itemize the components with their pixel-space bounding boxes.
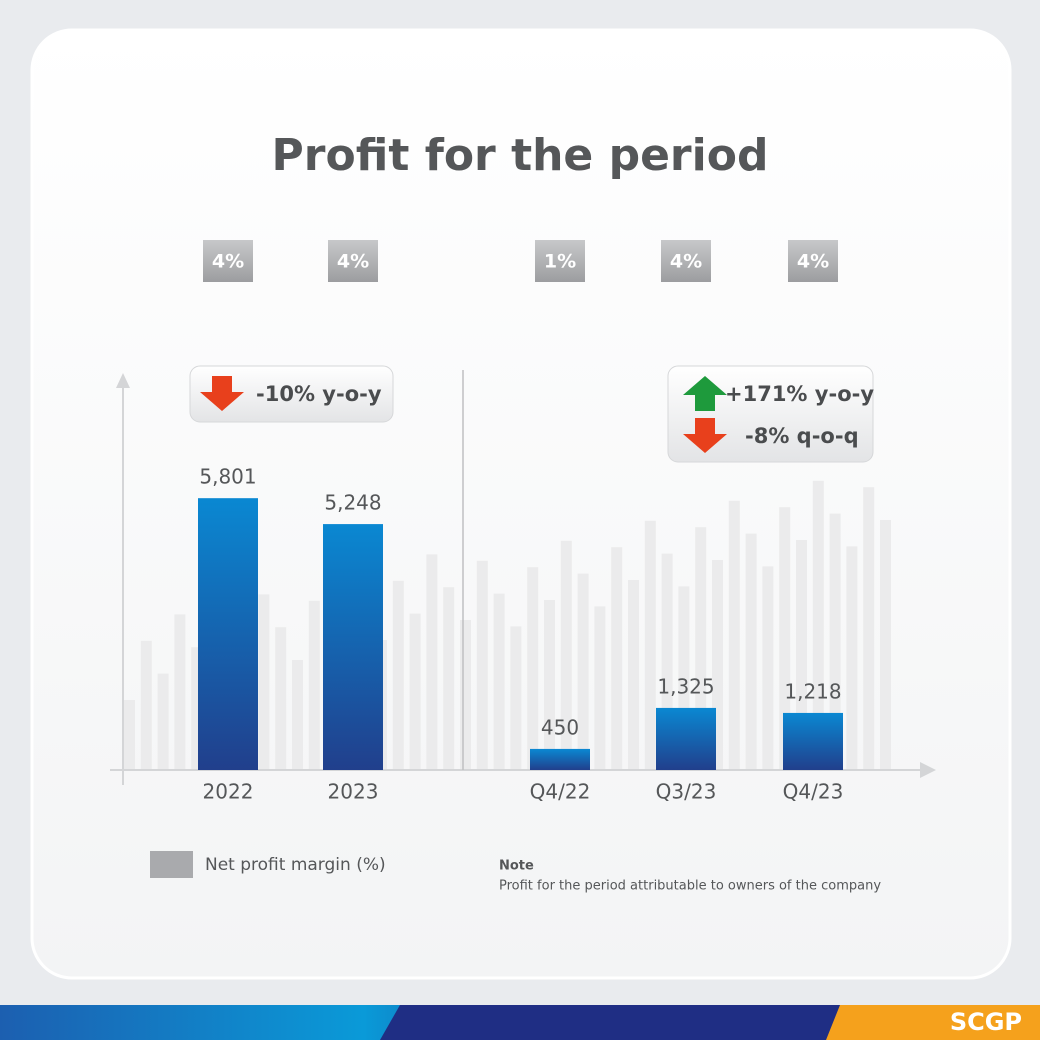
chart-title: Profit for the period bbox=[272, 130, 769, 181]
decorative-bar bbox=[644, 520, 656, 770]
up-arrow bbox=[683, 376, 727, 411]
annotation-box bbox=[189, 365, 394, 423]
note-text: Profit for the period attributable to ow… bbox=[499, 879, 881, 894]
decorative-bar bbox=[426, 554, 438, 770]
decorative-bar bbox=[577, 573, 589, 770]
decorative-bar bbox=[527, 567, 539, 770]
decorative-bar bbox=[712, 560, 723, 770]
brand: SCGP bbox=[950, 1008, 1022, 1036]
bar bbox=[530, 748, 590, 770]
decorative-bar bbox=[829, 513, 841, 770]
decorative-bar bbox=[191, 647, 203, 770]
value-label: 5,248 bbox=[324, 491, 381, 515]
decorative-bar bbox=[409, 613, 421, 770]
value-label: 5,801 bbox=[199, 465, 256, 489]
margin-label: 4% bbox=[337, 251, 369, 273]
decorative-bar bbox=[594, 606, 606, 770]
decorative-bar bbox=[560, 540, 572, 770]
decorative-bar bbox=[460, 620, 471, 770]
decorative-bar bbox=[493, 593, 505, 770]
value-label: 450 bbox=[541, 715, 579, 739]
decorative-bar bbox=[275, 627, 287, 770]
decorative-bar bbox=[611, 547, 623, 770]
decorative-bar bbox=[661, 553, 673, 770]
bar bbox=[656, 707, 716, 770]
margin-label: 4% bbox=[797, 251, 829, 273]
decorative-bar bbox=[628, 580, 639, 770]
decorative-bar bbox=[812, 480, 824, 770]
decorative-bar bbox=[510, 626, 522, 770]
decorative-bar bbox=[140, 640, 152, 770]
x-tick-label: Q4/22 bbox=[530, 780, 591, 804]
annotation: -10% y-o-y bbox=[256, 382, 382, 406]
margin-label: 4% bbox=[212, 251, 244, 273]
margin-badge bbox=[203, 240, 253, 282]
legend-label: Net profit margin (%) bbox=[205, 855, 386, 875]
decorative-bar bbox=[124, 700, 135, 770]
margin-badge bbox=[661, 240, 711, 282]
decorative-bar bbox=[157, 673, 169, 770]
decorative-bar bbox=[308, 600, 320, 770]
decorative-bar bbox=[476, 560, 488, 770]
decorative-bar bbox=[292, 660, 303, 770]
decorative-bar bbox=[695, 527, 707, 770]
decorative-bar bbox=[544, 600, 555, 770]
decorative-bar bbox=[258, 594, 270, 770]
decorative-bar bbox=[678, 586, 690, 770]
y-axis-arrow bbox=[116, 373, 130, 388]
decorative-bar bbox=[863, 487, 875, 770]
annotation: +171% y-o-y bbox=[725, 382, 874, 406]
value-label: 1,218 bbox=[784, 679, 841, 703]
decorative-bar bbox=[880, 520, 891, 770]
margin-label: 4% bbox=[670, 251, 702, 273]
legend-swatch bbox=[150, 851, 193, 878]
decorative-bar bbox=[779, 507, 791, 770]
note-title: Note bbox=[499, 859, 534, 874]
footer-orange bbox=[826, 1005, 1040, 1040]
margin-label: 1% bbox=[544, 251, 576, 273]
decorative-bar bbox=[745, 533, 757, 770]
footer-shape bbox=[380, 1005, 840, 1040]
x-tick-label: 2022 bbox=[203, 780, 254, 804]
decorative-bar bbox=[728, 500, 740, 770]
x-tick-label: Q4/23 bbox=[783, 780, 844, 804]
decorative-bar bbox=[846, 546, 858, 770]
down-arrow bbox=[200, 376, 244, 411]
margin-badge bbox=[535, 240, 585, 282]
decorative-bar bbox=[392, 580, 404, 770]
decorative-bar bbox=[762, 566, 774, 770]
value-label: 1,325 bbox=[657, 674, 714, 698]
bar bbox=[323, 524, 383, 770]
margin-badge bbox=[788, 240, 838, 282]
decorative-bar bbox=[443, 587, 455, 770]
x-tick-label: 2023 bbox=[328, 780, 379, 804]
x-axis-arrow bbox=[920, 762, 936, 778]
decorative-bar bbox=[796, 540, 807, 770]
bar bbox=[198, 498, 258, 770]
annotation: -8% q-o-q bbox=[745, 424, 859, 448]
down-arrow bbox=[683, 418, 727, 453]
x-tick-label: Q3/23 bbox=[656, 780, 717, 804]
margin-badge bbox=[328, 240, 378, 282]
decorative-bar bbox=[174, 614, 186, 770]
bar bbox=[783, 712, 843, 770]
